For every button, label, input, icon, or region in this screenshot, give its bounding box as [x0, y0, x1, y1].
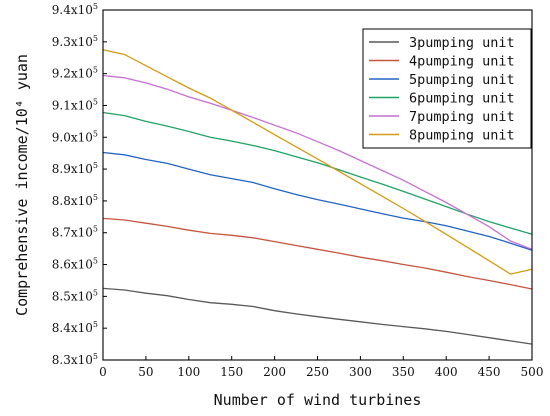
x-tick-label: 300 — [349, 365, 372, 379]
series-line-5pumping-unit — [102, 151, 533, 251]
y-tick-label: 8.8x105 — [52, 193, 98, 208]
x-tick-label: 250 — [306, 365, 329, 379]
y-axis: 8.3x105 8.4x105 8.5x105 8.6x105 8.7x105 8.8x1… — [52, 2, 107, 367]
y-tick-label: 9.1x105 — [52, 97, 98, 112]
y-axis-title: Comprehensive income/10⁴ yuan — [13, 54, 31, 316]
y-tick-label: 8.4x105 — [52, 320, 98, 335]
legend-label: 5pumping unit — [409, 72, 515, 88]
series-line-6pumping-unit — [102, 111, 533, 235]
series-line-8pumping-unit — [102, 49, 533, 275]
legend-box — [362, 28, 532, 149]
legend-label: 8pumping unit — [409, 128, 515, 144]
series-line-7pumping-unit — [102, 74, 533, 250]
x-tick-label: 150 — [220, 365, 243, 379]
y-tick-label: 8.5x105 — [52, 288, 98, 303]
y-tick-label: 9.3x105 — [52, 34, 98, 49]
x-axis-title: Number of wind turbines — [214, 391, 422, 409]
legend-label: 7pumping unit — [409, 109, 515, 125]
y-tick-label: 8.7x105 — [52, 225, 98, 240]
series-line-3pumping-unit — [102, 287, 533, 345]
legend-label: 3pumping unit — [409, 35, 515, 51]
legend-label: 6pumping unit — [409, 91, 515, 107]
x-tick-label: 400 — [435, 365, 458, 379]
x-tick-label: 200 — [263, 365, 286, 379]
x-tick-label: 450 — [478, 365, 501, 379]
series-lines — [102, 49, 533, 345]
y-tick-label: 8.9x105 — [52, 161, 98, 176]
y-tick-label: 9.0x105 — [52, 129, 98, 144]
y-tick-label: 8.3x105 — [52, 352, 98, 367]
x-tick-label: 0 — [99, 365, 107, 379]
series-line-4pumping-unit — [102, 217, 533, 290]
x-tick-label: 100 — [177, 365, 200, 379]
legend-label: 4pumping unit — [409, 54, 515, 70]
x-axis: 0 50 100 150 200 250 300 350 400 450 500 — [99, 356, 543, 379]
x-tick-label: 50 — [138, 365, 153, 379]
y-tick-label: 9.4x105 — [52, 2, 98, 17]
legend: 3pumping unit 4pumping unit 5pumping unit 6… — [362, 28, 532, 149]
y-tick-label: 8.6x105 — [52, 257, 98, 272]
x-tick-label: 350 — [392, 365, 415, 379]
x-tick-label: 500 — [521, 365, 544, 379]
y-tick-label: 9.2x105 — [52, 66, 98, 81]
